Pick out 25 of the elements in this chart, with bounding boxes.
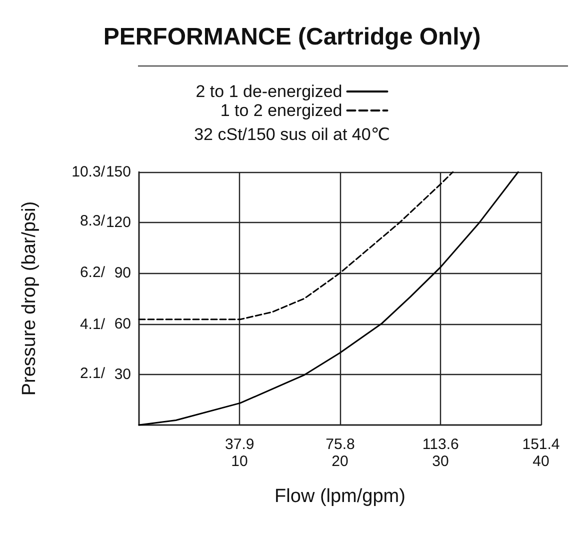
- y2-tick-label: 6.2/: [80, 264, 106, 282]
- chart-title: PERFORMANCE (Cartridge Only): [103, 24, 481, 50]
- x-tick-label: 113.6: [422, 436, 459, 453]
- text: 32 cSt/150 sus oil at 40℃: [194, 125, 390, 144]
- x-tick-label: 75.8: [326, 436, 355, 453]
- y-tick-label: 120: [106, 214, 131, 232]
- line-series: [138, 171, 454, 320]
- y-tick-label: 90: [114, 264, 131, 282]
- y-tick-label: 150: [106, 164, 131, 180]
- y2-tick-label: 2.1/: [80, 364, 106, 382]
- y2-axis-title: Pressure drop (bar/psi): [19, 201, 40, 396]
- y2-tick-label: 8.3/: [80, 212, 106, 230]
- legend-label: 1 to 2 energized: [220, 101, 342, 120]
- x2-tick-label: 20: [332, 453, 348, 470]
- y2-tick-label: 4.1/: [80, 316, 106, 333]
- x2-tick-label: 30: [432, 453, 449, 470]
- x-tick-label: 151.4: [522, 436, 560, 453]
- legend-label: 2 to 1 de-energized: [196, 82, 342, 101]
- y-tick-label: 30: [114, 366, 131, 383]
- x-axis-title: Flow (lpm/gpm): [274, 486, 406, 507]
- y2-tick-label: 10.3/: [72, 164, 106, 180]
- x2-tick-label: 10: [231, 453, 248, 470]
- y-tick-label: 60: [114, 315, 131, 332]
- x-tick-label: 37.9: [225, 436, 254, 453]
- x2-tick-label: 40: [532, 453, 550, 470]
